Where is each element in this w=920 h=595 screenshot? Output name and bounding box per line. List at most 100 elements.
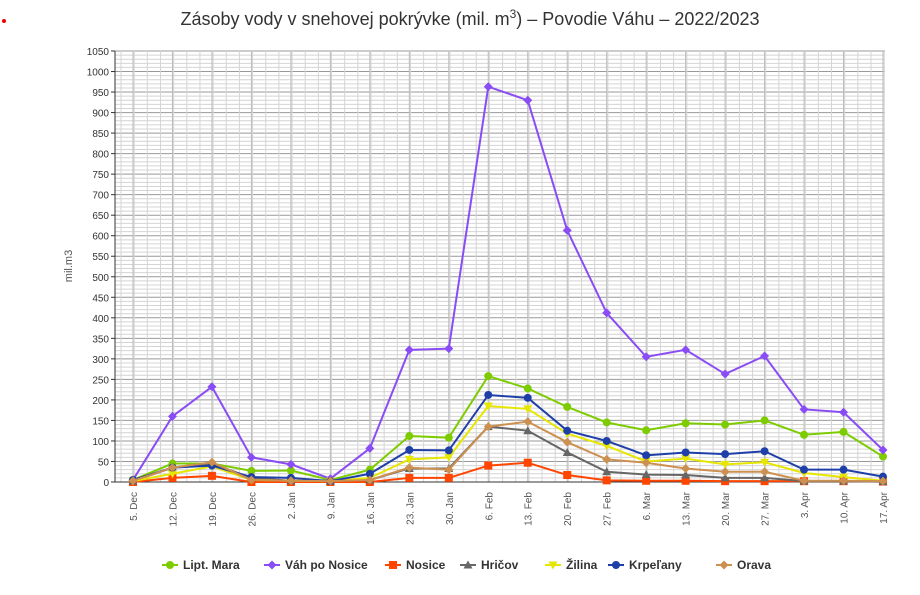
data-point [721,420,730,429]
y-tick-label: 800 [92,150,109,161]
y-tick-label: 500 [92,273,109,284]
data-point [562,225,572,235]
x-tick-label: 6. Feb [484,492,495,521]
data-point [404,455,414,464]
series-line [132,461,884,483]
y-tick-label: 400 [92,314,109,325]
data-point [404,463,414,473]
y-tick-label: 300 [92,355,109,366]
red-dot-marker [2,19,6,23]
data-point [325,476,335,486]
data-point [839,407,849,417]
x-tick-label: 12. Dec [168,492,179,526]
data-point [681,345,691,355]
data-point [286,476,296,486]
data-point [523,393,532,402]
data-point [483,422,493,432]
data-point [167,470,177,479]
data-point [839,476,849,486]
y-axis-label: mil.m3 [63,250,75,282]
data-point [444,465,454,475]
series-line [132,393,884,483]
data-point [484,390,493,399]
y-tick-label: 450 [92,293,109,304]
y-tick-label: 150 [92,416,109,427]
x-tick-label: 20. Feb [563,492,574,526]
legend-marker [719,560,729,570]
y-tick-label: 550 [92,252,109,263]
x-tick-label: 16. Jan [366,492,377,525]
data-point [602,454,612,464]
data-point [286,459,296,469]
data-point [720,369,730,379]
x-tick-label: 10. Apr [840,491,851,523]
data-point [128,476,138,486]
data-point [365,443,375,453]
chart-title: Zásoby vody v snehovej pokrývke (mil. m3… [180,7,759,29]
legend-item[interactable]: Orava [716,558,771,572]
y-tick-label: 50 [98,457,110,468]
data-point [799,404,809,414]
legend-item[interactable]: Váh po Nosice [264,558,368,572]
y-tick-label: 600 [92,232,109,243]
legend-marker [612,561,620,569]
legend-item[interactable]: Hričov [460,558,519,572]
data-point [444,453,454,462]
data-point [444,446,453,455]
data-point [602,467,612,476]
data-point [484,372,493,381]
legend-label: Hričov [481,558,519,572]
legend-item[interactable]: Lipt. Mara [162,558,240,572]
x-tick-label: 23. Jan [405,492,416,525]
data-point [247,466,256,475]
legend-marker [463,560,473,569]
x-tick-label: 2. Jan [287,492,298,519]
data-point [642,426,651,435]
data-point [523,95,533,105]
data-point [562,447,572,456]
data-point [878,476,888,486]
data-point [602,308,612,318]
data-point [799,476,809,486]
legend-item[interactable]: Nosice [385,558,446,572]
data-point [207,382,217,392]
series-line [132,374,884,481]
legend-label: Krpeľany [629,558,682,572]
data-point [800,430,809,439]
legend-marker [389,561,397,569]
data-point [602,418,611,427]
y-tick-label: 100 [92,437,109,448]
y-tick-label: 850 [92,129,109,140]
data-point [207,471,216,480]
data-point [800,465,809,474]
legend-label: Nosice [406,558,446,572]
data-point [641,458,651,468]
legend-label: Lipt. Mara [183,558,240,572]
data-point [484,461,493,470]
y-tick-label: 0 [103,478,109,489]
data-point [365,469,374,478]
y-tick-label: 750 [92,170,109,181]
x-tick-label: 13. Mar [682,491,693,526]
data-point [681,455,691,464]
legend-item[interactable]: Krpeľany [608,558,682,572]
data-point [523,384,532,393]
data-point [167,411,177,421]
data-point [444,433,453,442]
series-line [132,425,884,483]
data-point [681,448,690,457]
legend-label: Orava [737,558,771,572]
x-tick-label: 6. Mar [642,491,653,520]
legend-marker [166,561,174,569]
data-point [760,351,770,361]
data-point [207,457,217,467]
data-point [721,450,730,459]
series-line [132,420,884,483]
data-point [167,463,177,473]
data-point [760,458,770,467]
legend-label: Váh po Nosice [285,558,368,572]
x-tick-label: 20. Mar [721,491,732,526]
legend-item[interactable]: Žilina [545,557,598,572]
x-tick-label: 3. Apr [800,491,811,518]
